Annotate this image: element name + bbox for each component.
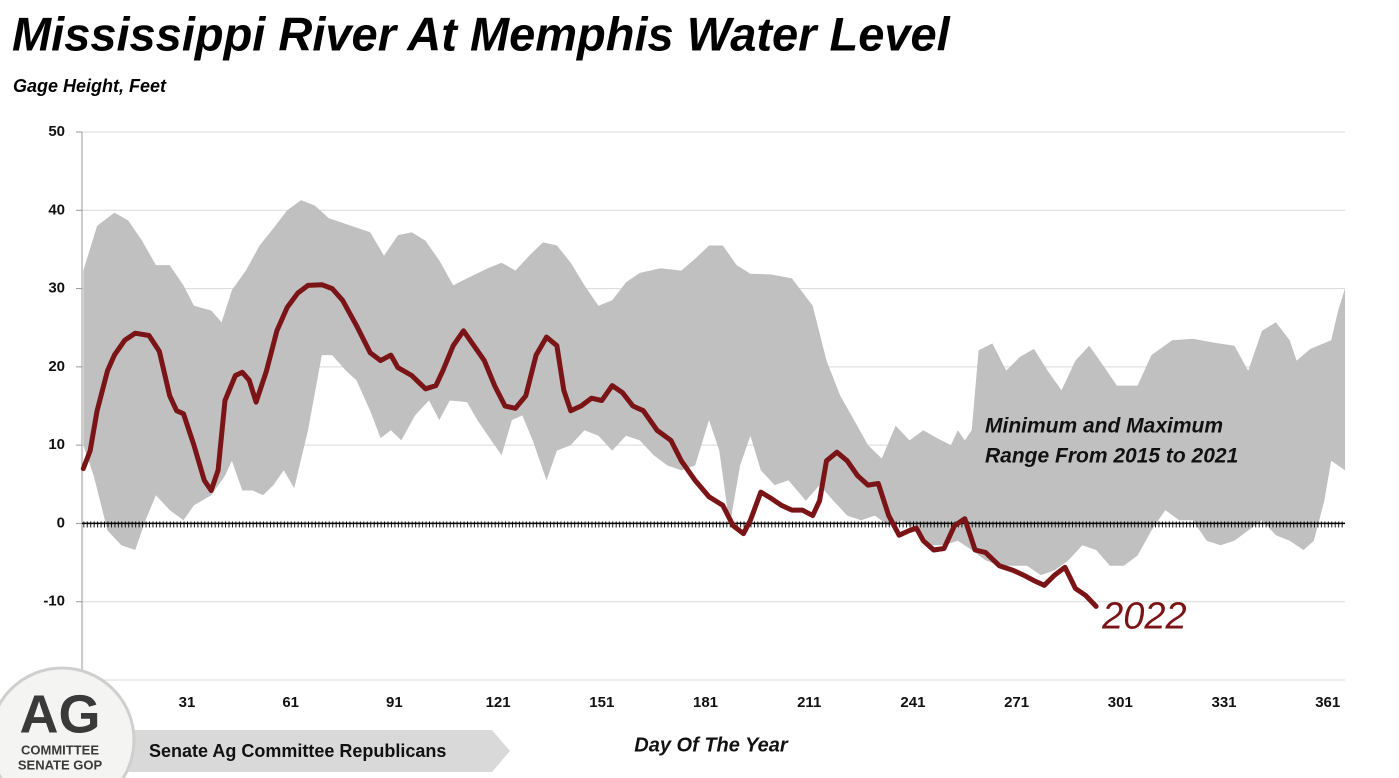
- logo-text: SENATE GOP: [18, 757, 103, 772]
- y-tick-label: 30: [48, 280, 65, 297]
- x-tick-label: 61: [282, 694, 299, 711]
- x-tick-label: 271: [1004, 694, 1029, 711]
- series-label: 2022: [1101, 595, 1187, 637]
- x-tick-label: 331: [1211, 694, 1236, 711]
- x-tick-label: 301: [1108, 694, 1133, 711]
- x-tick-label: 241: [900, 694, 925, 711]
- x-tick-label: 121: [486, 694, 511, 711]
- x-tick-label: 181: [693, 694, 718, 711]
- y-tick-label: 0: [57, 514, 65, 531]
- chart-title: Mississippi River At Memphis Water Level: [12, 7, 951, 60]
- x-tick-label: 31: [179, 694, 196, 711]
- logo-text: COMMITTEE: [21, 742, 99, 757]
- band-max: [83, 200, 1345, 680]
- x-tick-label: 91: [386, 694, 403, 711]
- x-axis-label: Day Of The Year: [634, 734, 789, 756]
- chart-subtitle: Gage Height, Feet: [13, 76, 167, 96]
- banner: [128, 730, 510, 772]
- band-label: Range From 2015 to 2021: [985, 445, 1238, 468]
- footer: Senate Ag Committee Republicans AG COMMI…: [0, 666, 510, 778]
- logo: [0, 666, 136, 778]
- x-tick-label: 211: [797, 694, 821, 711]
- y-tick-label: -10: [43, 593, 65, 610]
- line: [80, 282, 1099, 609]
- banner-text: Senate Ag Committee Republicans: [149, 741, 446, 761]
- y-tick-label: 50: [48, 123, 65, 140]
- x-tick-label: 361: [1315, 694, 1340, 711]
- logo-text: AG: [20, 684, 101, 744]
- y-tick-label: 40: [48, 201, 65, 218]
- x-tick-label: 151: [589, 694, 614, 711]
- x-minor-ticks: [83, 521, 1345, 528]
- y-tick-label: 20: [48, 358, 65, 375]
- y-tick-label: 10: [48, 436, 65, 453]
- band-label: Minimum and Maximum: [985, 415, 1223, 438]
